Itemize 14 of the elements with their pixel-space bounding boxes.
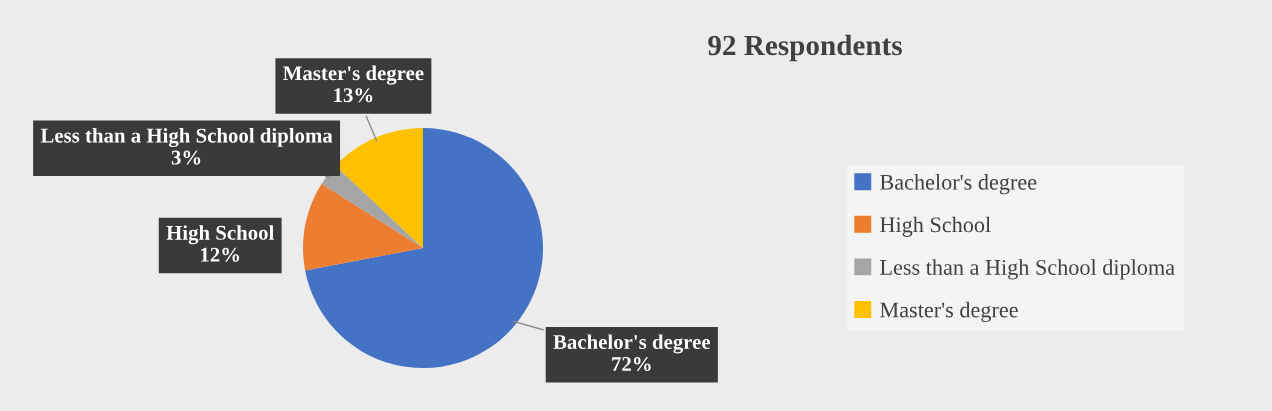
data-label: 13% [334, 88, 373, 103]
slice-label: Bachelor's degree [553, 334, 711, 354]
legend-label: High School [880, 216, 991, 237]
data-label: 72% [612, 356, 651, 372]
slice-label: Master's degree [283, 65, 424, 85]
pie-slice [303, 183, 423, 271]
slice-label: Less than a High School diploma [40, 127, 333, 148]
legend-label: Bachelor's degree [880, 174, 1037, 195]
chart-title: 92 Respondents [708, 34, 902, 62]
legend-label: Master's degree [880, 301, 1018, 323]
data-label: 12% [201, 247, 240, 262]
legend-label: Less than a High School diploma [880, 259, 1175, 280]
data-label: 3% [171, 150, 201, 165]
slice-label: High School [166, 225, 274, 245]
